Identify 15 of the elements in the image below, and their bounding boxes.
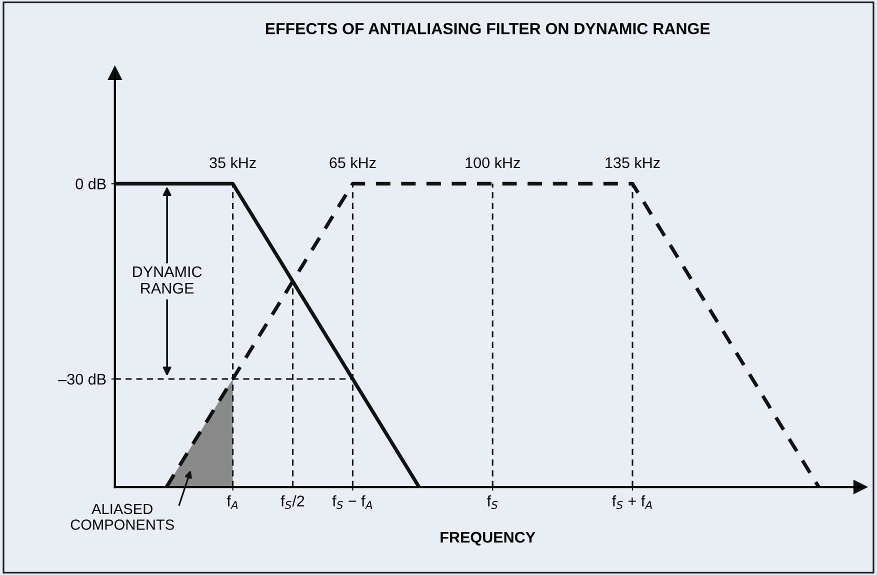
x-axis-title: FREQUENCY: [440, 532, 536, 546]
annotation: f$_{A}$: [226, 495, 238, 509]
annotation: f$_{S}$ + f$_{A}$: [612, 495, 652, 509]
text: ALIASED COMPONENTS: [70, 504, 174, 530]
x-tick-label: 65 kHz: [330, 156, 376, 168]
chart-title: EFFECTS OF ANTIALIASING FILTER ON DYNAMIC RANGE: [266, 22, 710, 34]
annotation: f$_{S}$: [487, 495, 498, 509]
y-tick-label: –30 dB: [58, 373, 106, 385]
x-tick-label: 135 kHz: [606, 156, 660, 168]
annotation: f$_{S}$/2: [280, 495, 304, 510]
x-tick-label: 100 kHz: [466, 156, 520, 168]
annotation: f$_{S}$ − f$_{A}$: [332, 495, 372, 509]
x-tick-label: 35 kHz: [210, 156, 256, 168]
y-tick-label: 0 dB: [76, 178, 106, 190]
annotation: DYNAMIC RANGE: [133, 266, 202, 294]
